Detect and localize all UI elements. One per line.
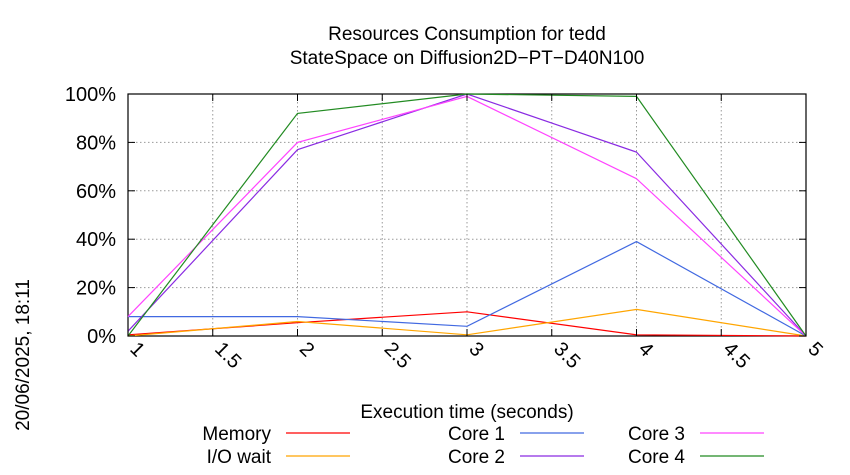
legend-label: Core 4 <box>628 447 685 468</box>
grid <box>127 93 807 337</box>
y-tick-label: 100% <box>65 84 116 106</box>
legend-label: I/O wait <box>207 447 272 468</box>
legend-label: Core 1 <box>448 424 505 445</box>
legend-label: Memory <box>202 424 271 445</box>
y-tick-label: 40% <box>76 229 116 251</box>
x-tick-label: 3 <box>464 338 487 361</box>
x-axis-label: Execution time (seconds) <box>360 402 573 423</box>
x-tick-label: 1.5 <box>210 338 245 373</box>
y-tick-label: 60% <box>76 181 116 203</box>
x-tick-label: 2 <box>295 338 318 361</box>
y-axis-ticks: 0% 20% 40% 60% 80% 100% <box>65 84 806 348</box>
chart-subtitle: StateSpace on Diffusion2D−PT−D40N100 <box>290 48 645 69</box>
legend-label: Core 3 <box>628 424 685 445</box>
chart-title: Resources Consumption for tedd <box>328 24 606 45</box>
series-line-core-1 <box>128 240 807 337</box>
date-label: 20/06/2025, 18:11 <box>13 279 34 431</box>
y-tick-label: 20% <box>76 278 116 300</box>
x-tick-label: 2.5 <box>380 338 415 373</box>
x-tick-label: 3.5 <box>549 338 584 373</box>
x-tick-label: 1 <box>125 338 148 361</box>
x-axis-ticks: 1 1.5 2 2.5 3 3.5 4 4.5 5 <box>125 94 827 373</box>
y-tick-label: 80% <box>76 132 116 154</box>
y-tick-label: 0% <box>87 326 116 348</box>
x-tick-label: 5 <box>803 338 826 361</box>
legend-label: Core 2 <box>448 447 505 468</box>
series-line-core-3 <box>127 95 807 337</box>
x-tick-label: 4.5 <box>719 338 754 373</box>
x-tick-label: 4 <box>634 338 657 361</box>
